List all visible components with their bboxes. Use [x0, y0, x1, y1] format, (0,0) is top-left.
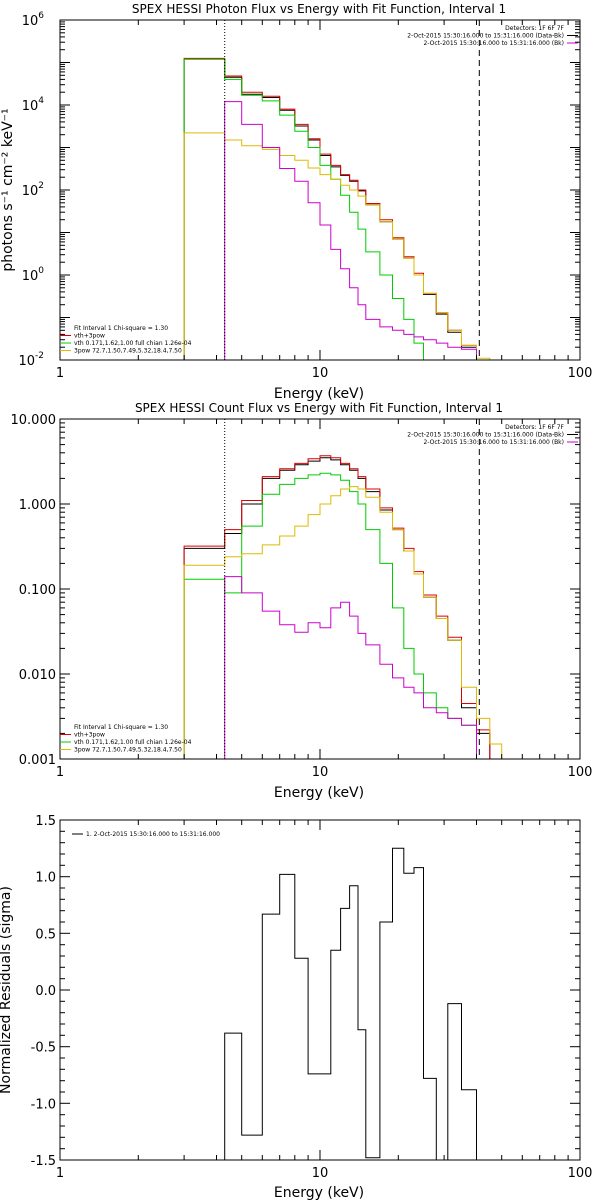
count-flux-plot-frame [59, 418, 581, 760]
photon-flux-plot-frame [59, 19, 581, 361]
photon-flux-legend-text-0: Fit Interval 1 Chi-square = 1.30 [74, 325, 168, 332]
photon-flux-series [183, 57, 502, 361]
photon-flux-legend-text-0: Detectors: 1F 6F 7F [505, 25, 564, 32]
photon-flux-series-4 [224, 101, 477, 360]
residuals-y-tick-label-4: -0.5 [31, 1041, 56, 1056]
photon-flux-ticks: 1 10 100 10-2 100 102 104 106 [18, 11, 592, 381]
residuals-legend: 1. 2-Oct-2015 15:30:16.000 to 15:31:16.0… [72, 831, 220, 838]
photon-flux-series-0 [183, 58, 477, 360]
photon-flux-ylabel: photons s⁻¹ cm⁻² keV⁻¹ [0, 108, 16, 271]
photon-flux-y-tick-label-4: 106 [22, 11, 45, 29]
photon-flux-x-tick-label-1: 10 [312, 366, 329, 381]
residuals-series-0 [224, 847, 477, 1161]
residuals-x-tick-label-1: 10 [312, 1166, 329, 1181]
photon-flux-legend-text-2: 2-Oct-2015 15:30:16.000 to 15:31:16.000 … [424, 40, 565, 47]
count-flux-panel: SPEX HESSI Count Flux vs Energy with Fit… [11, 401, 593, 801]
count-flux-legend-text-1: 2-Oct-2015 15:30:16.000 to 15:31:16.000 … [407, 432, 564, 439]
photon-flux-x-tick-label-0: 1 [56, 366, 64, 381]
count-flux-series-3 [183, 486, 503, 759]
photon-flux-reference-lines [224, 20, 480, 360]
photon-flux-legend-text-2: vth 0.171,1.62,1.00 full chian 1.26e-04 [74, 340, 192, 347]
count-flux-series-4 [224, 576, 477, 759]
count-flux-y-tick-label-0: 0.001 [19, 753, 56, 768]
count-flux-series-2 [183, 472, 477, 759]
count-flux-legend-text-0: Detectors: 1F 6F 7F [505, 424, 564, 431]
photon-flux-legend-detectors: Detectors: 1F 6F 7F2-Oct-2015 15:30:16.0… [407, 25, 578, 47]
count-flux-series-1 [183, 455, 491, 759]
residuals-x-tick-label-0: 1 [56, 1166, 64, 1181]
photon-flux-legend-text-1: vth+3pow [74, 333, 105, 340]
residuals-x-tick-label-2: 100 [568, 1166, 593, 1181]
photon-flux-legend-text-3: 3pow 72.7,1.50,7.49,5.32,18.4,7.50 [74, 348, 182, 355]
count-flux-legend-text-2: vth 0.171,1.62,1.00 full chian 1.26e-04 [74, 739, 192, 746]
residuals-y-tick-label-1: 1.0 [35, 871, 56, 886]
count-flux-y-tick-label-2: 0.100 [19, 583, 56, 598]
photon-flux-x-tick-label-2: 100 [568, 366, 593, 381]
photon-flux-legend-fit: Fit Interval 1 Chi-square = 1.30vth+3pow… [60, 325, 192, 355]
photon-flux-legend-text-1: 2-Oct-2015 15:30:16.000 to 15:31:16.000 … [407, 33, 564, 40]
count-flux-x-tick-label-2: 100 [568, 765, 593, 780]
count-flux-x-tick-label-1: 10 [312, 765, 329, 780]
residuals-y-tick-label-0: 1.5 [35, 814, 56, 829]
residuals-legend-text-0: 1. 2-Oct-2015 15:30:16.000 to 15:31:16.0… [86, 831, 220, 838]
count-flux-title: SPEX HESSI Count Flux vs Energy with Fit… [135, 401, 503, 415]
count-flux-xlabel: Energy (keV) [274, 785, 364, 801]
photon-flux-y-tick-label-1: 100 [22, 266, 45, 284]
count-flux-y-tick-label-3: 1.000 [19, 498, 56, 513]
count-flux-legend-text-0: Fit Interval 1 Chi-square = 1.30 [74, 724, 168, 731]
photon-flux-y-tick-label-2: 102 [22, 181, 44, 199]
count-flux-y-tick-label-4: 10.000 [11, 413, 57, 428]
count-flux-x-tick-label-0: 1 [56, 765, 64, 780]
count-flux-legend-detectors: Detectors: 1F 6F 7F2-Oct-2015 15:30:16.0… [407, 424, 578, 446]
photon-flux-series-3 [183, 132, 502, 361]
photon-flux-title: SPEX HESSI Photon Flux vs Energy with Fi… [132, 2, 506, 16]
residuals-y-tick-label-2: 0.5 [35, 927, 56, 942]
count-flux-y-tick-label-1: 0.010 [19, 668, 56, 683]
residuals-ylabel: Normalized Residuals (sigma) [0, 886, 14, 1094]
count-flux-series [183, 455, 503, 759]
photon-flux-y-tick-label-3: 104 [22, 96, 45, 114]
photon-flux-panel: SPEX HESSI Photon Flux vs Energy with Fi… [0, 2, 592, 402]
residuals-series [224, 847, 477, 1161]
count-flux-legend-fit: Fit Interval 1 Chi-square = 1.30vth+3pow… [60, 724, 192, 754]
count-flux-reference-lines [224, 419, 480, 759]
residuals-plot-frame [59, 819, 581, 1161]
photon-flux-series-2 [183, 58, 477, 361]
residuals-xlabel: Energy (keV) [274, 1185, 364, 1200]
residuals-y-tick-label-3: 0.0 [35, 984, 56, 999]
count-flux-legend-text-2: 2-Oct-2015 15:30:16.000 to 15:31:16.000 … [424, 439, 565, 446]
residuals-y-tick-label-6: -1.5 [31, 1154, 56, 1169]
residuals-panel: 1 10 100 1.5 1.0 0.5 0.0 -0.5 -1.0 -1.5 1. 2-Oct-… [0, 814, 592, 1200]
count-flux-legend-text-1: vth+3pow [74, 732, 105, 739]
photon-flux-xlabel: Energy (keV) [274, 386, 364, 402]
residuals-y-tick-label-5: -1.0 [31, 1097, 56, 1112]
photon-flux-y-tick-label-0: 10-2 [18, 351, 44, 369]
count-flux-legend-text-3: 3pow 72.7,1.50,7.49,5.32,18.4,7.50 [74, 747, 182, 754]
